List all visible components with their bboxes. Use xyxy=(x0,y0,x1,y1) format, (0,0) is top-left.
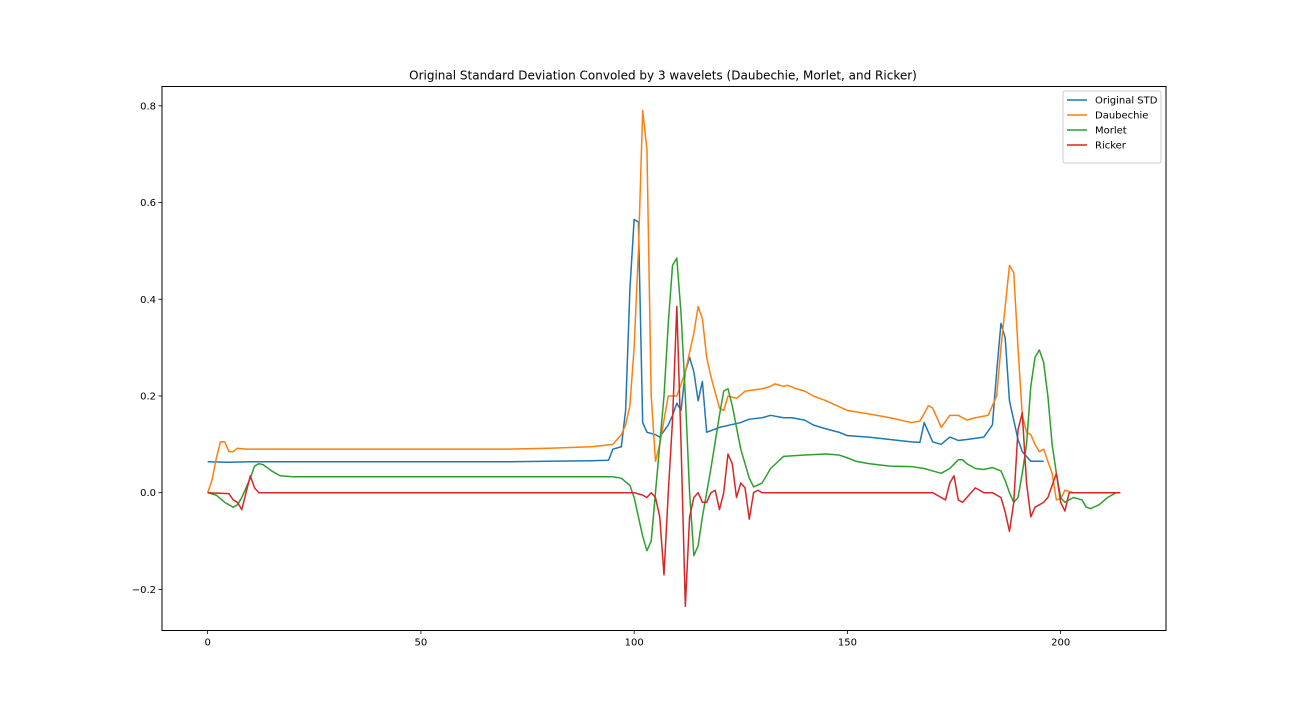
legend-label-3: Ricker xyxy=(1095,141,1127,152)
y-tick-label: 0.4 xyxy=(140,295,156,306)
series-group xyxy=(206,109,1121,608)
y-axis: −0.2 0.0 0.2 0.4 0.6 0.8 xyxy=(132,101,162,596)
plot-frame xyxy=(161,86,1167,631)
x-tick-label: 50 xyxy=(415,638,428,649)
legend-label-2: Morlet xyxy=(1095,126,1127,137)
series-line-0 xyxy=(207,218,1044,463)
y-tick-label: 0.0 xyxy=(140,488,156,499)
x-tick-label: 150 xyxy=(838,638,857,649)
y-tick-label: −0.2 xyxy=(132,585,156,596)
series-line-2 xyxy=(207,257,1117,557)
y-tick-label: 0.6 xyxy=(140,198,156,209)
y-tick-label: 0.8 xyxy=(140,101,156,112)
x-tick-label: 200 xyxy=(1051,638,1070,649)
series-line-1 xyxy=(206,109,1121,501)
legend-box xyxy=(1062,90,1162,164)
x-tick-label: 0 xyxy=(204,638,210,649)
series-line-3 xyxy=(207,305,1121,608)
y-tick-label: 0.2 xyxy=(140,391,156,402)
legend-label-1: Daubechie xyxy=(1095,111,1148,122)
legend-label-0: Original STD xyxy=(1095,96,1158,107)
x-axis: 0 50 100 150 200 xyxy=(204,630,1070,649)
chart-title: Original Standard Deviation Convoled by … xyxy=(409,69,917,83)
legend: Original STD Daubechie Morlet Ricker xyxy=(1062,90,1162,164)
x-tick-label: 100 xyxy=(625,638,644,649)
